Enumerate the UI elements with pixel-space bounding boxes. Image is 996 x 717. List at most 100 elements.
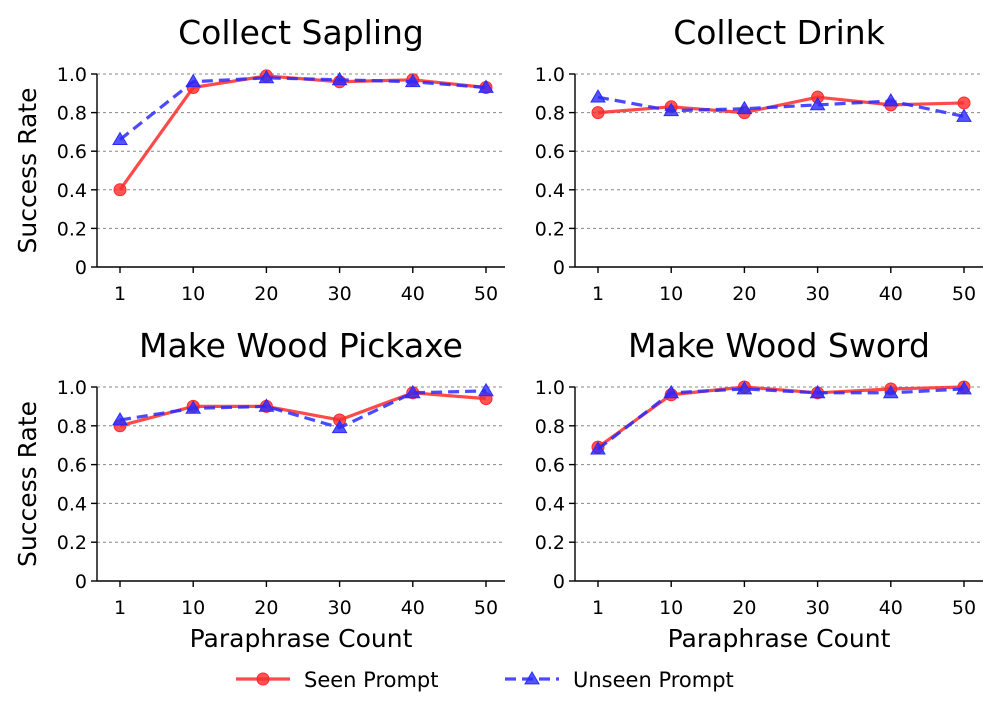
unseen-prompt-point bbox=[478, 79, 494, 93]
unseen-prompt-point bbox=[809, 96, 826, 111]
series-line-seen bbox=[118, 74, 487, 191]
y-tick-label: 0.4 bbox=[57, 493, 87, 515]
y-tick-label: 0.2 bbox=[57, 532, 87, 554]
legend-marker bbox=[256, 672, 270, 686]
chart-panel-3: Make Wood Pickaxe 0 0.2 0.4 0.6 0.8 1.0 1 10 20 30… bbox=[13, 326, 505, 653]
x-tick-label: 1 bbox=[592, 283, 604, 305]
x-tick-label: 50 bbox=[474, 597, 498, 619]
y-tick-label: 0.6 bbox=[57, 141, 87, 163]
y-tick-label: 0.4 bbox=[535, 493, 565, 515]
y-tick-label: 0.8 bbox=[57, 103, 87, 125]
series-line-unseen bbox=[597, 95, 965, 119]
unseen-prompt-point bbox=[331, 71, 348, 86]
seen-prompt-point bbox=[591, 106, 605, 120]
unseen-prompt-point bbox=[112, 131, 128, 146]
chart-title: Collect Drink bbox=[673, 13, 886, 52]
series-line-unseen bbox=[119, 389, 487, 430]
x-tick-label: 40 bbox=[401, 283, 425, 305]
x-tick-label: 20 bbox=[254, 283, 278, 305]
x-tick-label: 30 bbox=[806, 283, 830, 305]
unseen-prompt-point bbox=[112, 411, 128, 426]
unseen-prompt-point bbox=[882, 93, 899, 107]
y-tick-label: 1.0 bbox=[535, 64, 565, 86]
x-tick-label: 10 bbox=[181, 283, 205, 305]
y-tick-label: 0.2 bbox=[57, 218, 87, 240]
y-tick-label: 0.4 bbox=[535, 180, 565, 202]
unseen-prompt-point bbox=[404, 73, 421, 88]
y-tick-label: 1.0 bbox=[535, 377, 565, 399]
legend-label: Unseen Prompt bbox=[573, 668, 734, 692]
x-tick-label: 1 bbox=[114, 597, 126, 619]
y-tick-label: 0 bbox=[553, 257, 565, 279]
x-tick-label: 50 bbox=[952, 283, 976, 305]
x-tick-label: 50 bbox=[474, 283, 498, 305]
unseen-prompt-point bbox=[185, 400, 202, 414]
seen-prompt-point bbox=[113, 183, 127, 197]
chart-title: Collect Sapling bbox=[178, 13, 424, 52]
y-tick-label: 0.6 bbox=[535, 455, 565, 477]
y-tick-label: 0 bbox=[553, 571, 565, 593]
unseen-prompt-point bbox=[956, 380, 972, 395]
unseen-prompt-point bbox=[590, 441, 606, 455]
y-tick-label: 1.0 bbox=[57, 377, 87, 399]
x-tick-label: 40 bbox=[879, 597, 903, 619]
y-tick-label: 0.8 bbox=[535, 416, 565, 438]
unseen-prompt-point bbox=[663, 384, 680, 399]
y-tick-label: 0 bbox=[75, 571, 87, 593]
series-line-unseen bbox=[119, 76, 487, 141]
y-axis-label: Success Rate bbox=[13, 88, 42, 254]
chart-panel-2: Collect Drink 0 0.2 0.4 0.6 0.8 1.0 1 10 20 30 40 50 bbox=[535, 13, 983, 305]
x-axis-label: Paraphrase Count bbox=[668, 624, 891, 653]
chart-panel-1: Collect Sapling 0 0.2 0.4 0.6 0.8 1.0 1 10 20 30 40… bbox=[13, 13, 505, 305]
unseen-prompt-point bbox=[663, 102, 680, 117]
y-tick-label: 0.8 bbox=[535, 103, 565, 125]
x-tick-label: 10 bbox=[181, 597, 205, 619]
x-tick-label: 40 bbox=[879, 283, 903, 305]
unseen-prompt-point bbox=[258, 69, 275, 84]
unseen-prompt-point bbox=[809, 384, 826, 399]
y-tick-label: 0.6 bbox=[57, 455, 87, 477]
unseen-prompt-point bbox=[736, 100, 753, 115]
y-axis-label: Success Rate bbox=[13, 401, 42, 567]
chart-title: Make Wood Sword bbox=[628, 326, 930, 365]
legend-marker bbox=[524, 671, 540, 685]
unseen-prompt-point bbox=[736, 380, 753, 395]
unseen-prompt-point bbox=[404, 384, 421, 399]
x-tick-label: 30 bbox=[328, 283, 352, 305]
x-tick-label: 10 bbox=[659, 597, 683, 619]
unseen-prompt-point bbox=[478, 382, 494, 397]
unseen-prompt-point bbox=[590, 89, 606, 103]
series-line-seen bbox=[597, 385, 965, 449]
x-tick-label: 1 bbox=[592, 597, 604, 619]
chart-panel-4: Make Wood Sword 0 0.2 0.4 0.6 0.8 1.0 1 10 20 30 40… bbox=[535, 326, 983, 653]
y-tick-label: 0.4 bbox=[57, 180, 87, 202]
y-tick-label: 0 bbox=[75, 257, 87, 279]
unseen-prompt-point bbox=[956, 108, 972, 122]
x-tick-label: 1 bbox=[114, 283, 126, 305]
series-line-seen bbox=[119, 391, 487, 428]
x-tick-label: 20 bbox=[732, 597, 756, 619]
legend-label: Seen Prompt bbox=[304, 668, 439, 692]
unseen-prompt-point bbox=[185, 73, 202, 88]
x-tick-label: 30 bbox=[806, 597, 830, 619]
x-tick-label: 20 bbox=[254, 597, 278, 619]
y-tick-label: 0.8 bbox=[57, 416, 87, 438]
x-tick-label: 30 bbox=[328, 597, 352, 619]
legend-item-unseen: Unseen Prompt bbox=[505, 668, 734, 692]
seen-prompt-point bbox=[957, 96, 971, 110]
y-tick-label: 0.6 bbox=[535, 141, 565, 163]
y-tick-label: 0.2 bbox=[535, 532, 565, 554]
series-line-unseen bbox=[597, 387, 965, 451]
y-tick-label: 0.2 bbox=[535, 218, 565, 240]
x-tick-label: 40 bbox=[401, 597, 425, 619]
unseen-prompt-point bbox=[882, 384, 899, 399]
x-tick-label: 50 bbox=[952, 597, 976, 619]
chart-title: Make Wood Pickaxe bbox=[139, 326, 463, 365]
x-tick-label: 20 bbox=[732, 283, 756, 305]
legend-item-seen: Seen Prompt bbox=[236, 668, 439, 692]
x-tick-label: 10 bbox=[659, 283, 683, 305]
unseen-prompt-point bbox=[258, 398, 275, 412]
legend: Seen Prompt Unseen Prompt bbox=[236, 668, 734, 692]
y-tick-label: 1.0 bbox=[57, 64, 87, 86]
